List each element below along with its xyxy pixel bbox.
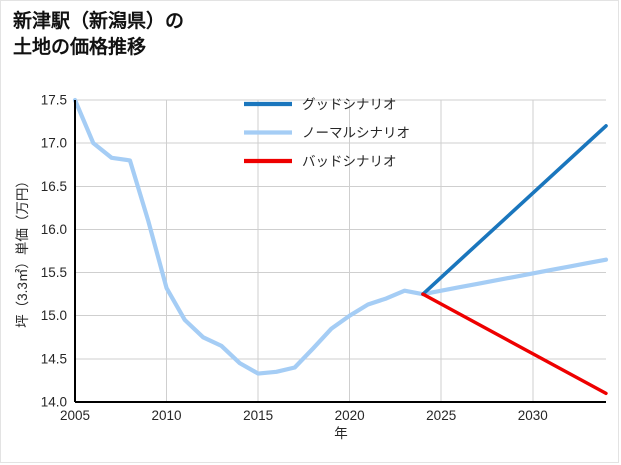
- y-axis-title: 坪（3.3㎡）単価（万円）: [15, 174, 30, 328]
- y-tick-label: 15.0: [41, 308, 67, 323]
- chart-title: 新津駅（新潟県）の 土地の価格推移: [13, 11, 185, 59]
- x-tick-label: 2030: [518, 408, 548, 423]
- legend-label: ノーマルシナリオ: [302, 126, 410, 141]
- axis-group: [73, 100, 606, 404]
- y-tick-label: 17.5: [41, 93, 67, 108]
- x-tick-label: 2025: [426, 408, 456, 423]
- x-tick-label: 2020: [335, 408, 365, 423]
- y-tick-labels: 14.0 14.5 15.0 15.5 16.0 16.5 17.0 17.5: [41, 93, 67, 410]
- legend-label: バッドシナリオ: [302, 154, 397, 169]
- y-tick-label: 14.5: [41, 351, 67, 366]
- y-tick-label: 17.0: [41, 136, 67, 151]
- x-tick-label: 2010: [152, 408, 182, 423]
- series-line: [72, 97, 609, 376]
- y-tick-label: 16.5: [41, 179, 67, 194]
- y-tick-label: 16.0: [41, 222, 67, 237]
- x-tick-label: 2015: [243, 408, 273, 423]
- y-tick-label: 15.5: [41, 265, 67, 280]
- series-line: [421, 292, 608, 396]
- legend-label: グッドシナリオ: [302, 97, 397, 112]
- x-tick-labels: 2005 2010 2015 2020 2025 2030: [60, 408, 548, 423]
- x-axis-title: 年: [334, 426, 348, 441]
- series-line: [421, 124, 608, 296]
- x-tick-label: 2005: [60, 408, 90, 423]
- y-tick-label: 14.0: [41, 395, 67, 410]
- series-group: [72, 97, 609, 396]
